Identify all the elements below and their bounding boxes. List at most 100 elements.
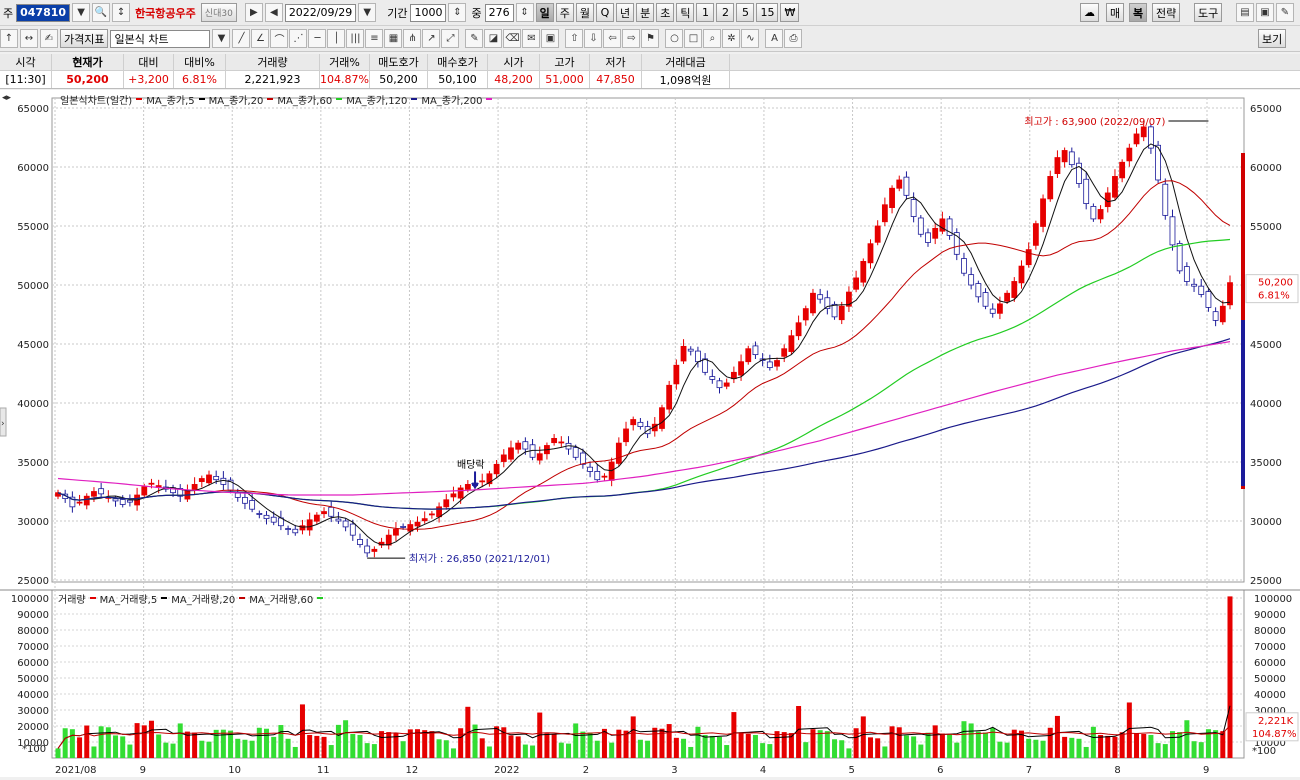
timeframe-button[interactable]: 15 — [756, 3, 779, 22]
text-icon[interactable]: A — [765, 29, 784, 48]
sort-icon[interactable]: ↕ — [112, 3, 131, 22]
timeframe-button[interactable]: 주 — [555, 3, 574, 22]
right-arrow-icon[interactable]: ⇨ — [622, 29, 641, 48]
calendar-dropdown-icon[interactable]: ▼ — [358, 3, 377, 22]
candle-body — [1011, 281, 1018, 298]
timeframe-button[interactable]: ₩ — [780, 3, 800, 22]
view-button[interactable]: 보기 — [1258, 29, 1287, 48]
play-icon[interactable]: ▶ — [244, 3, 263, 22]
flag-icon[interactable]: ⚑ — [641, 29, 660, 48]
down-arrow-icon[interactable]: ⇩ — [584, 29, 603, 48]
volume-bar — [393, 733, 399, 758]
magic-icon[interactable]: ✲ — [722, 29, 741, 48]
timeframe-button[interactable]: Q — [595, 3, 614, 22]
trend-tool-icon[interactable]: ↗ — [422, 29, 441, 48]
erase-tool-icon[interactable]: ⌫ — [503, 29, 522, 48]
angle-tool-icon[interactable]: ∠ — [251, 29, 270, 48]
indicator-button[interactable]: 가격지표 — [60, 29, 109, 48]
timeframe-button[interactable]: 분 — [636, 3, 655, 22]
grid-tool-icon[interactable]: ▦ — [384, 29, 403, 48]
volume-bar — [285, 738, 291, 758]
vline-tool-icon[interactable]: │ — [327, 29, 346, 48]
volume-bar — [77, 737, 83, 758]
legend-label: MA_거래량,20 — [171, 595, 236, 606]
zoom-icon[interactable]: ⌕ — [703, 29, 722, 48]
candle-body — [141, 486, 148, 496]
timeframe-button[interactable]: 틱 — [676, 3, 695, 22]
left-arrow-icon[interactable]: ⇦ — [603, 29, 622, 48]
period-input[interactable]: 1000 — [410, 3, 447, 22]
edit-icon[interactable]: ✍ — [40, 29, 58, 48]
candle-body — [299, 525, 306, 531]
ray-tool-icon[interactable]: ⤢ — [441, 29, 460, 48]
stock-code-input[interactable]: 047810 — [16, 3, 71, 22]
chart-type-select[interactable]: 일본식 차트 — [110, 29, 211, 48]
volume-bar — [1155, 743, 1161, 758]
volume-bar — [328, 745, 334, 758]
price-tick-left: 25000 — [17, 576, 49, 587]
chart-type-dropdown-icon[interactable]: ▼ — [212, 29, 231, 48]
fib-tool-icon[interactable]: ≡ — [365, 29, 384, 48]
search-icon[interactable]: 🔍 — [92, 3, 111, 22]
dropdown-icon[interactable]: ▼ — [72, 3, 91, 22]
candle-body — [623, 428, 629, 443]
quote-value-row: [11:30] 50,200 +3,200 6.81% 2,221,923 104.87%… — [0, 71, 1300, 89]
button-multi[interactable]: 복 — [1129, 3, 1148, 22]
pen-tool-icon[interactable]: ✎ — [465, 29, 484, 48]
collapse-icon: ◂▸ — [2, 93, 12, 103]
candle-body — [421, 518, 428, 522]
volume-bar — [803, 742, 809, 758]
cloud-icon[interactable]: ☁ — [1080, 3, 1099, 22]
button-strategy[interactable]: 전략 — [1152, 3, 1181, 22]
wrench-icon[interactable]: ✎ — [1276, 3, 1294, 22]
timeframe-button[interactable]: 5 — [736, 3, 755, 22]
candle-body — [1205, 291, 1212, 308]
arc-tool-icon[interactable]: ⌒ — [270, 29, 289, 48]
arrow-up-icon[interactable]: ↑ — [0, 29, 18, 48]
volume-tick-left: 70000 — [17, 642, 49, 653]
mid-spinner-icon[interactable]: ⇕ — [515, 3, 534, 22]
up-arrow-icon[interactable]: ⇧ — [565, 29, 584, 48]
save-icon[interactable]: ▣ — [1256, 3, 1274, 22]
rect-tool-icon[interactable]: □ — [684, 29, 703, 48]
timeframe-button[interactable]: 년 — [615, 3, 635, 22]
candle-body — [1148, 126, 1154, 149]
date-input[interactable]: 2022/09/29 — [284, 3, 357, 22]
candle-body — [443, 499, 450, 508]
legend-label: MA_종가,120 — [346, 96, 408, 107]
color-tool-icon[interactable]: ◪ — [484, 29, 503, 48]
folder-icon[interactable]: ▤ — [1236, 3, 1254, 22]
back-icon[interactable]: ◀ — [264, 3, 283, 22]
cycle-tool-icon[interactable]: ||| — [346, 29, 365, 48]
arrow-lr-icon[interactable]: ↔ — [20, 29, 38, 48]
wave-icon[interactable]: ∿ — [741, 29, 760, 48]
timeframe-button[interactable]: 2 — [716, 3, 735, 22]
period-spinner-icon[interactable]: ⇕ — [448, 3, 467, 22]
volume-bar — [170, 743, 176, 758]
candle-body — [1083, 178, 1090, 204]
volume-bar — [472, 724, 478, 758]
circle-tool-icon[interactable]: ○ — [665, 29, 684, 48]
line-tool-icon[interactable]: ╱ — [232, 29, 251, 48]
timeframe-button[interactable]: 일 — [535, 3, 554, 22]
stock-chart-svg[interactable]: 65000 65000 60000 60000 55000 55000 50000 50000… — [0, 90, 1300, 777]
volume-bar — [903, 735, 909, 758]
volume-bar — [839, 740, 845, 758]
fan-tool-icon[interactable]: ⋰ — [289, 29, 308, 48]
button-buy[interactable]: 매 — [1106, 3, 1125, 22]
stock-badge: 신대30 — [200, 3, 237, 22]
hline-tool-icon[interactable]: ─ — [308, 29, 327, 48]
quote-header-cell: 거래% — [320, 54, 370, 70]
timeframe-button[interactable]: 월 — [575, 3, 594, 22]
picture-tool-icon[interactable]: ▣ — [541, 29, 560, 48]
candle-body — [1047, 176, 1054, 200]
current-pct-text: 6.81% — [1258, 291, 1290, 302]
print-icon[interactable]: ⎙ — [784, 29, 803, 48]
timeframe-button[interactable]: 1 — [696, 3, 715, 22]
mid-input[interactable]: 276 — [484, 3, 514, 22]
timeframe-button[interactable]: 초 — [656, 3, 675, 22]
button-tools[interactable]: 도구 — [1194, 3, 1223, 22]
fork-tool-icon[interactable]: ⋔ — [403, 29, 422, 48]
note-tool-icon[interactable]: ✉ — [522, 29, 541, 48]
volume-tick-right: 60000 — [1254, 658, 1286, 669]
